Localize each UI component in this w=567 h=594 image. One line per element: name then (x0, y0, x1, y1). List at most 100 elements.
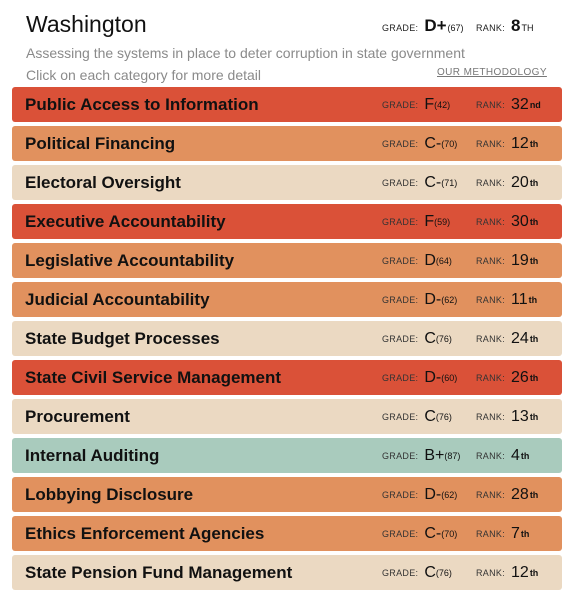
category-grade-label: GRADE: (382, 450, 419, 461)
category-rank-suffix: th (529, 567, 539, 578)
category-rank-label: RANK: (476, 567, 506, 578)
overall-rank: RANK: 8 TH (476, 16, 533, 36)
category-rank-suffix: th (529, 177, 539, 188)
category-rank-label: RANK: (476, 450, 506, 461)
category-row[interactable]: Ethics Enforcement Agencies GRADE: C- (70) R… (12, 516, 562, 551)
methodology-link[interactable]: OUR METHODOLOGY (437, 67, 547, 78)
overall-grade-value: D+ (424, 16, 447, 35)
category-rank-value: 4 (511, 446, 520, 464)
category-rank-suffix: th (529, 489, 539, 500)
category-grade-label: GRADE: (382, 411, 419, 422)
category-grade-label: GRADE: (382, 216, 419, 227)
category-rank-label: RANK: (476, 138, 506, 149)
category-grade-label: GRADE: (382, 489, 419, 500)
category-rank-label: RANK: (476, 372, 506, 383)
category-rank-label: RANK: (476, 216, 506, 227)
category-row[interactable]: Judicial Accountability GRADE: D- (62) RANK:… (12, 282, 562, 317)
category-row[interactable]: State Civil Service Management GRADE: D- (6… (12, 360, 562, 395)
category-grade-value: C (424, 563, 436, 581)
category-rank-suffix: th (529, 255, 539, 266)
category-rank-value: 28 (511, 485, 529, 503)
category-name: Legislative Accountability (25, 251, 235, 270)
category-grade-value: D- (424, 485, 442, 503)
category-grade-score: (70) (441, 138, 458, 149)
category-grade-value: D- (424, 290, 442, 308)
category-row[interactable]: Public Access to Information GRADE: F (42) R… (12, 87, 562, 122)
category-rank-value: 13 (511, 407, 529, 425)
state-name: Washington (26, 11, 147, 37)
overall-rank-label: RANK: (476, 23, 506, 33)
category-rank-value: 24 (511, 329, 529, 347)
category-grade-score: (62) (441, 294, 458, 305)
overall-rank-value: 8 (511, 16, 521, 35)
category-grade-value: C (424, 407, 436, 425)
category-list: Public Access to Information GRADE: F (42) R… (12, 87, 562, 594)
category-rank-value: 32 (511, 95, 529, 113)
category-grade-score: (59) (434, 216, 451, 227)
category-grade-label: GRADE: (382, 177, 419, 188)
category-grade-label: GRADE: (382, 138, 419, 149)
category-name: Public Access to Information (25, 95, 259, 114)
category-name: State Pension Fund Management (25, 563, 293, 582)
category-rank-value: 7 (511, 524, 520, 542)
category-grade-score: (64) (435, 255, 452, 266)
category-grade-label: GRADE: (382, 372, 419, 383)
category-row[interactable]: State Budget Processes GRADE: C (76) RANK: 24… (12, 321, 562, 356)
category-grade-value: C- (424, 173, 442, 191)
category-rank-value: 12 (511, 563, 529, 581)
category-grade-score: (62) (441, 489, 458, 500)
category-grade-score: (70) (441, 528, 458, 539)
category-rank-suffix: th (520, 450, 530, 461)
category-grade-score: (76) (435, 333, 452, 344)
category-name: Political Financing (25, 134, 176, 153)
category-grade-label: GRADE: (382, 333, 419, 344)
category-grade: GRADE: D (64) (382, 243, 452, 278)
category-grade: GRADE: C- (71) (382, 165, 457, 200)
category-rank-value: 30 (511, 212, 529, 230)
category-grade: GRADE: B+ (87) (382, 438, 460, 473)
category-grade-value: F (424, 212, 435, 230)
category-name: Judicial Accountability (25, 290, 210, 309)
category-row[interactable]: Executive Accountability GRADE: F (59) RANK:… (12, 204, 562, 239)
category-name: Internal Auditing (25, 446, 160, 465)
category-rank-suffix: th (528, 294, 538, 305)
category-row[interactable]: State Pension Fund Management GRADE: C (76)… (12, 555, 562, 590)
category-grade-score: (76) (435, 411, 452, 422)
category-name: State Civil Service Management (25, 368, 282, 387)
category-grade-value: C- (424, 134, 442, 152)
category-grade-label: GRADE: (382, 255, 419, 266)
category-grade-label: GRADE: (382, 567, 419, 578)
category-rank-label: RANK: (476, 528, 506, 539)
category-grade-value: D- (424, 368, 442, 386)
subtitle: Assessing the systems in place to deter … (26, 45, 465, 61)
category-rank-suffix: th (529, 216, 539, 227)
category-rank-value: 11 (511, 290, 528, 308)
category-grade: GRADE: C (76) (382, 555, 452, 590)
category-row[interactable]: Legislative Accountability GRADE: D (64) RAN… (12, 243, 562, 278)
overall-grade: GRADE: D+ (67) (382, 16, 464, 36)
state-header: Washington GRADE: D+ (67) RANK: 8 TH Ass… (0, 0, 567, 86)
category-name: Lobbying Disclosure (25, 485, 194, 504)
category-rank-suffix: th (529, 333, 539, 344)
category-name: Ethics Enforcement Agencies (25, 524, 265, 543)
category-grade-score: (76) (435, 567, 452, 578)
category-rank-label: RANK: (476, 489, 506, 500)
category-grade-value: B+ (424, 446, 445, 464)
category-grade-value: D (424, 251, 436, 269)
